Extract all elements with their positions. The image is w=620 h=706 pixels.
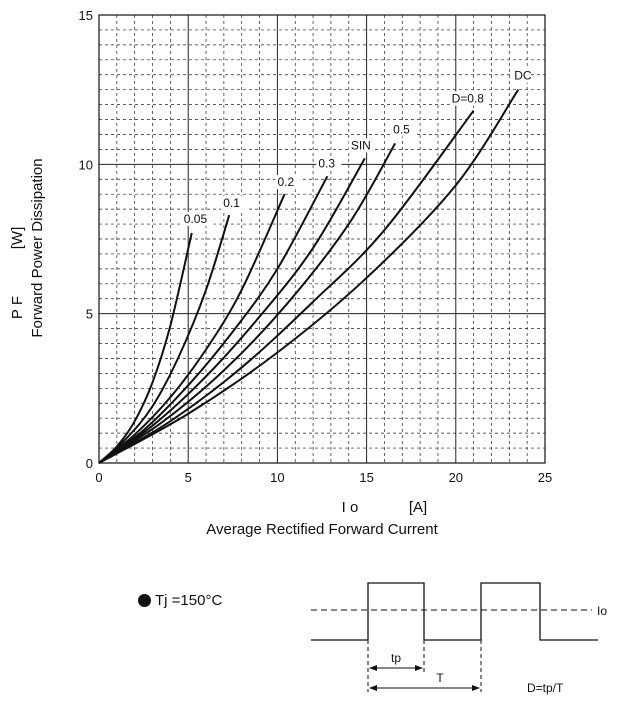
y-tick-label: 10 bbox=[79, 157, 93, 172]
x-tick-label: 5 bbox=[185, 470, 192, 485]
series-label-bg bbox=[221, 196, 247, 211]
series-curve-03 bbox=[98, 175, 329, 464]
series-label: 0.5 bbox=[393, 122, 410, 136]
io-label: Io bbox=[597, 604, 607, 618]
series-label: SIN bbox=[351, 138, 371, 152]
x-axis-title: Average Rectified Forward Current bbox=[206, 521, 438, 538]
series-label-bg bbox=[316, 156, 342, 171]
y-tick-label: 5 bbox=[86, 307, 93, 322]
x-tick-label: 15 bbox=[359, 470, 373, 485]
junction-temperature-condition: Tj =150°C bbox=[138, 592, 222, 609]
y-axis-title: Forward Power Dissipation bbox=[29, 158, 46, 337]
series-curve-02 bbox=[98, 193, 286, 464]
plot-frame bbox=[98, 14, 546, 464]
y-tick-label: 15 bbox=[79, 8, 93, 23]
x-axis-symbol: I o bbox=[342, 499, 359, 516]
series-curve-01 bbox=[98, 214, 231, 464]
series-labels: 0.05 0.1 0.2 0.3 SIN 0.5 D=0.8 DC bbox=[181, 68, 532, 227]
tj-label: Tj =150°C bbox=[155, 592, 223, 609]
y-tick-label: 0 bbox=[86, 456, 93, 471]
series-label: 0.1 bbox=[223, 196, 240, 210]
tp-arrow-head-right bbox=[415, 665, 423, 671]
series-label-bg bbox=[512, 68, 531, 83]
t-label: T bbox=[436, 671, 444, 685]
series-label: 0.3 bbox=[318, 156, 335, 170]
series-curve-DC bbox=[98, 89, 520, 464]
bullet-icon bbox=[138, 594, 151, 607]
series-label-bg bbox=[181, 212, 214, 227]
y-tick-labels: 0 5 10 15 bbox=[79, 8, 93, 471]
series-lines bbox=[98, 89, 520, 464]
x-axis-unit: [A] bbox=[409, 499, 427, 516]
series-label: DC bbox=[514, 69, 532, 83]
pulse-waveform-diagram: Io tp T D=tp/T bbox=[311, 582, 607, 695]
x-tick-labels: 0 5 10 15 20 25 bbox=[95, 470, 552, 485]
y-axis-unit: [W] bbox=[9, 227, 26, 250]
x-tick-label: 10 bbox=[270, 470, 284, 485]
t-arrow-head-left bbox=[369, 685, 377, 691]
series-label: 0.2 bbox=[278, 175, 295, 189]
duty-formula: D=tp/T bbox=[527, 681, 564, 695]
series-label-bg bbox=[391, 122, 417, 137]
series-curve-05 bbox=[98, 142, 397, 464]
series-label-bg bbox=[449, 91, 489, 106]
series-curve-SIN bbox=[98, 157, 366, 464]
x-tick-label: 25 bbox=[538, 470, 552, 485]
y-axis-symbol: P F bbox=[9, 296, 26, 319]
series-label-bg bbox=[348, 138, 374, 153]
pulse-waveform bbox=[311, 582, 598, 641]
x-tick-label: 0 bbox=[95, 470, 102, 485]
tp-arrow-head-left bbox=[369, 665, 377, 671]
series-curve-D08 bbox=[98, 109, 475, 464]
t-arrow-head-right bbox=[472, 685, 480, 691]
tp-label: tp bbox=[391, 651, 401, 665]
series-label-bg bbox=[275, 175, 301, 190]
series-label: 0.05 bbox=[184, 212, 208, 226]
minor-grid bbox=[99, 15, 545, 463]
series-label: D=0.8 bbox=[452, 92, 485, 106]
x-tick-label: 20 bbox=[449, 470, 463, 485]
